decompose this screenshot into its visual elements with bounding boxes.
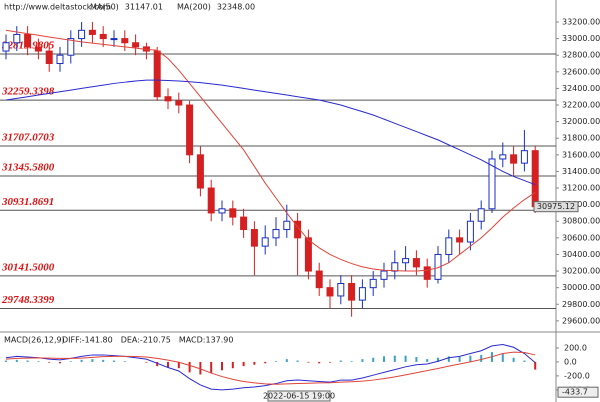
candle-body [45, 50, 53, 65]
y-tick-label: 30400.00 [562, 250, 600, 259]
y-tick-label: 32200.00 [562, 101, 600, 110]
candle-body [261, 237, 269, 247]
legend-name: MA(50) [90, 3, 119, 12]
candle-body [466, 220, 474, 243]
level-label: 31707.0703 [1, 131, 55, 143]
y-tick-label: 30800.00 [562, 217, 600, 226]
candle-body [240, 216, 248, 231]
candle-body [218, 208, 226, 214]
candle-body [229, 208, 237, 218]
candle-body [250, 229, 258, 247]
candle-body [456, 237, 464, 243]
macd-title: MACD(26,12,9) [4, 336, 65, 345]
candle-body [121, 38, 129, 44]
candle-body [337, 283, 345, 297]
candle-body [110, 38, 118, 41]
candle-body [531, 150, 539, 208]
candle-body [196, 154, 204, 189]
y-tick-label: 30000.00 [562, 283, 600, 292]
candle-body [380, 270, 388, 280]
candle-body [326, 287, 334, 297]
legend-value: 32348.00 [217, 3, 255, 12]
legend-value: 31147.01 [125, 3, 163, 12]
candle-body [510, 154, 518, 164]
candle-body [402, 258, 410, 264]
candle-body [67, 38, 75, 56]
candle-body [88, 29, 96, 35]
y-tick-label: 30600.00 [562, 233, 600, 242]
candle-body [423, 266, 431, 280]
candle-body [488, 158, 496, 210]
macd-line [5, 351, 536, 385]
y-tick-label: 32600.00 [562, 67, 600, 76]
y-tick-label: 0.0 [564, 357, 577, 366]
candle-body [369, 278, 377, 289]
level-label: 30931.8691 [1, 196, 54, 208]
y-tick-label: 32400.00 [562, 84, 600, 93]
candle-body [304, 237, 312, 272]
candle-body [434, 253, 442, 280]
level-label: 29748.3399 [1, 294, 55, 306]
candle-body [283, 220, 291, 231]
candle-body [477, 208, 485, 222]
macd-legend: DIFF:-141.80 [62, 336, 113, 345]
candle-body [391, 262, 399, 272]
legend-name: MA(200) [177, 3, 211, 12]
level-label: 30141.5000 [1, 261, 55, 273]
candle-body [358, 287, 366, 301]
candle-body [175, 100, 183, 106]
candle-body [348, 283, 356, 301]
candle-body [207, 187, 215, 214]
ma-line [5, 79, 536, 186]
candle-body [315, 270, 323, 289]
candle-body [34, 46, 42, 52]
min-label: -433.7 [562, 388, 588, 397]
y-tick-label: 31200.00 [562, 184, 600, 193]
macd-legend: MACD:137.90 [179, 336, 234, 345]
y-tick-label: 31000.00 [562, 200, 600, 209]
cursor-label: 2022-06-15 19:00 [263, 392, 335, 401]
candle-body [186, 104, 194, 156]
source-text: http://www.deltastock.com [4, 3, 111, 12]
y-tick-label: 200.0 [564, 343, 587, 352]
candle-body [132, 42, 140, 48]
candle-body [164, 96, 172, 102]
price-box [533, 201, 579, 213]
candle-body [445, 237, 453, 255]
candle-body [272, 229, 280, 239]
y-tick-label: 30200.00 [562, 267, 600, 276]
level-label: 32259.3398 [1, 86, 55, 98]
y-tick-label: 31800.00 [562, 134, 600, 143]
y-tick-label: 33000.00 [562, 34, 600, 43]
y-tick-label: 29800.00 [562, 300, 600, 309]
candle-body [56, 54, 64, 65]
macd-line [5, 343, 536, 391]
ma-line [5, 29, 536, 272]
min-box [557, 386, 599, 398]
y-tick-label: 33200.00 [562, 18, 600, 27]
cursor-box [267, 390, 331, 402]
candle-body [153, 50, 161, 98]
price-box-label: 30975.12 [537, 202, 575, 211]
y-tick-label: -200.0 [564, 371, 590, 380]
candle-body [499, 154, 507, 160]
y-tick-label: 31400.00 [562, 167, 600, 176]
y-tick-label: 32000.00 [562, 117, 600, 126]
macd-legend: DEA:-210.75 [121, 336, 171, 345]
candle-body [24, 33, 32, 48]
candle-body [2, 42, 10, 52]
level-label: 31345.5800 [1, 161, 55, 173]
y-tick-label: 29600.00 [562, 316, 600, 325]
candle-body [412, 258, 420, 268]
candle-body [294, 220, 302, 239]
y-tick-label: 32800.00 [562, 51, 600, 60]
candle-body [78, 29, 86, 40]
candle-body [520, 150, 528, 164]
candle-body [13, 33, 21, 44]
y-tick-label: 31600.00 [562, 150, 600, 159]
candle-body [99, 33, 107, 40]
